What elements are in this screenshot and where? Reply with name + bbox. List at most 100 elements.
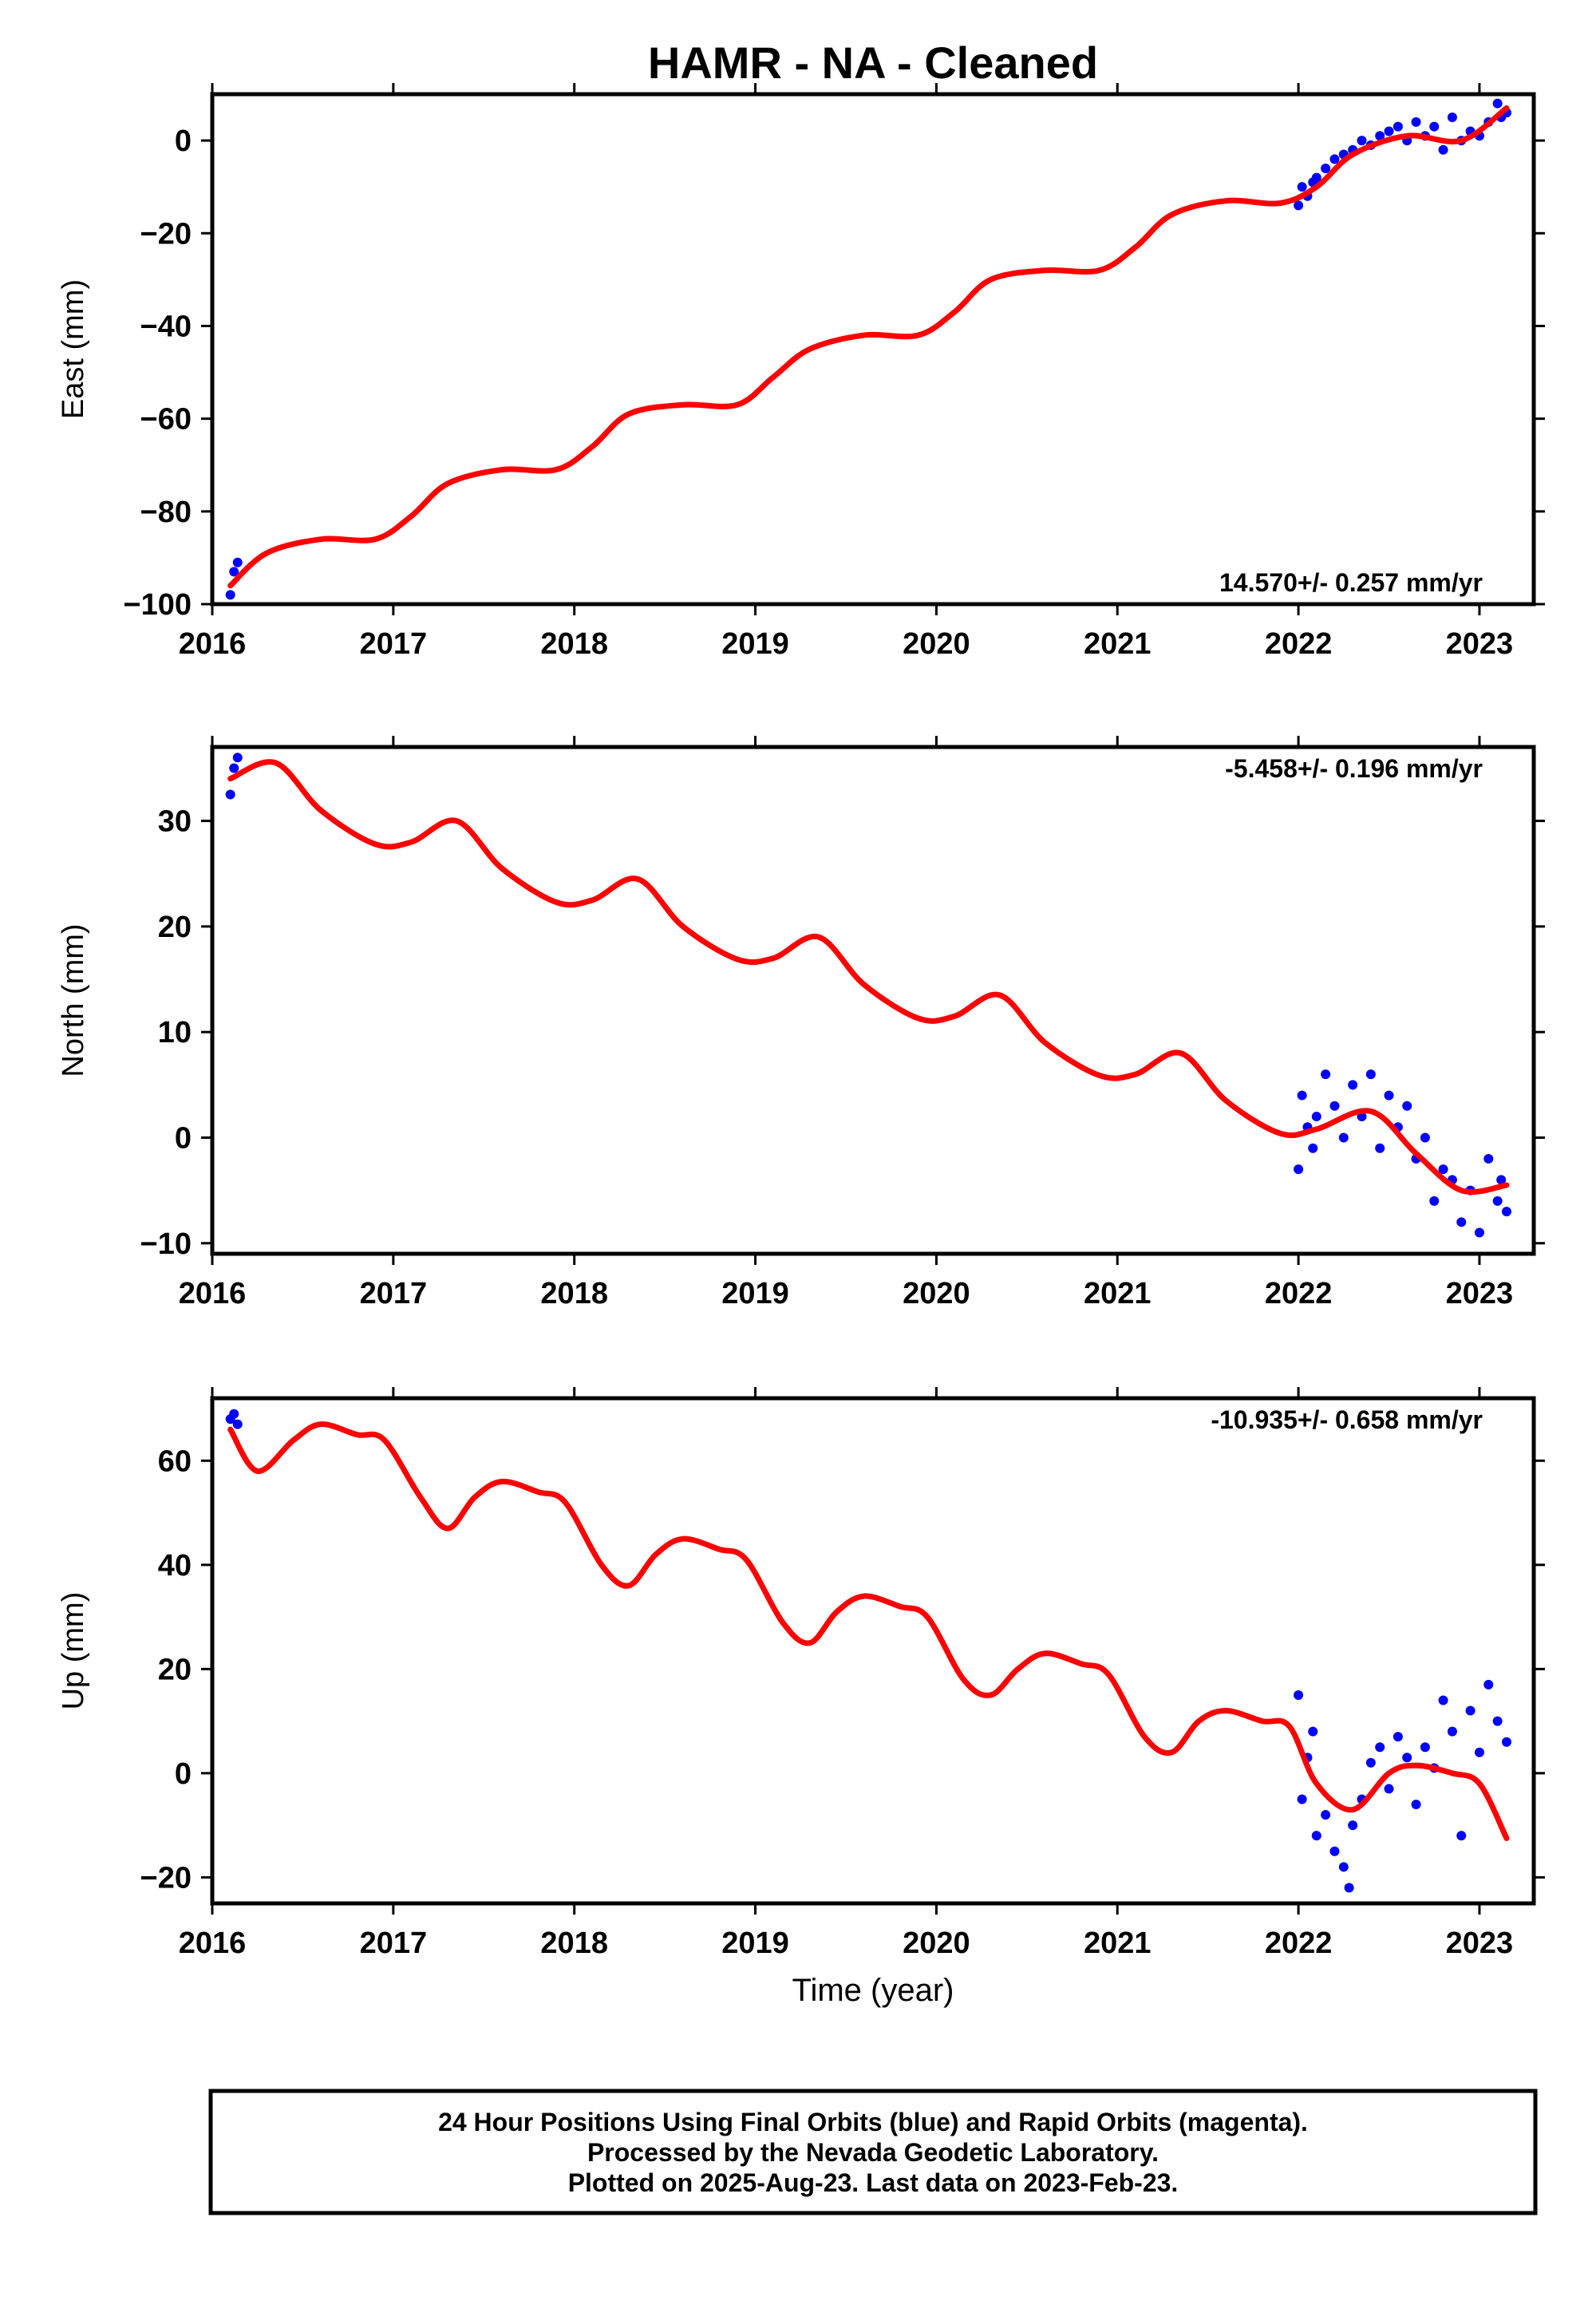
x-tick-label: 2018: [540, 627, 608, 661]
data-point: [1411, 1800, 1421, 1810]
data-point: [1321, 1069, 1331, 1080]
data-point: [1438, 1164, 1448, 1175]
data-point: [1447, 113, 1457, 123]
x-tick-label: 2019: [721, 627, 789, 661]
panel-2: 2016 2017 2018 2019 2020 2021 2022 2023 30 20 10 0 −…: [57, 736, 1545, 1310]
data-point: [1297, 182, 1307, 192]
x-tick-label: 2016: [179, 1927, 247, 1960]
data-point: [1294, 1690, 1304, 1700]
x-tick-label: 2021: [1084, 1277, 1152, 1310]
data-point: [1492, 1196, 1503, 1206]
data-point: [232, 753, 243, 763]
data-points: [225, 753, 1511, 1238]
plot-frame: [210, 745, 1536, 1256]
data-point: [1501, 1207, 1511, 1217]
footer-line-1: 24 Hour Positions Using Final Orbits (bl…: [438, 2108, 1308, 2136]
data-point: [1393, 121, 1403, 132]
x-tick-label: 2022: [1265, 627, 1333, 661]
plot-frame: [210, 92, 1536, 607]
data-point: [1411, 117, 1421, 127]
data-point: [1375, 1143, 1385, 1153]
data-point: [1492, 98, 1503, 109]
data-point: [1297, 1090, 1307, 1101]
panel-1: 2016 2017 2018 2019 2020 2021 2022 2023 0 −20 −40 −…: [57, 83, 1545, 661]
data-point: [232, 557, 243, 567]
rate-annotation: -10.935+/- 0.658 mm/yr: [1211, 1405, 1483, 1434]
x-axis-label: Time (year): [792, 1973, 954, 2008]
y-tick-label: 60: [158, 1445, 192, 1478]
panel-3: 2016 2017 2018 2019 2020 2021 2022 2023 60 40 20 0 −…: [57, 1387, 1545, 1960]
data-point: [1329, 154, 1340, 164]
y-axis-label: Up (mm): [57, 1592, 90, 1710]
x-tick-label: 2017: [360, 1277, 428, 1310]
x-tick-label: 2020: [903, 627, 970, 661]
data-point: [1338, 1132, 1349, 1143]
model-line: [227, 105, 1510, 589]
data-point: [1338, 1862, 1349, 1872]
data-point: [225, 789, 235, 800]
y-tick-label: −40: [140, 310, 192, 343]
data-point: [1456, 1217, 1467, 1227]
y-tick-label: −60: [140, 403, 192, 437]
data-point: [1483, 1153, 1494, 1164]
data-point: [1501, 1737, 1511, 1747]
y-tick-label: 20: [158, 911, 192, 944]
model-line: [227, 759, 1510, 1196]
y-tick-label: 0: [175, 1757, 192, 1791]
data-point: [1311, 1831, 1321, 1841]
x-tick-label: 2020: [903, 1277, 970, 1310]
x-tick-label: 2022: [1265, 1277, 1333, 1310]
x-tick-label: 2019: [721, 1277, 789, 1310]
data-point: [1438, 1695, 1448, 1705]
data-point: [1321, 1810, 1331, 1820]
data-point: [1348, 1080, 1358, 1090]
data-point: [1365, 1069, 1376, 1080]
y-tick-label: −20: [140, 217, 192, 251]
data-point: [1321, 163, 1331, 173]
y-tick-label: 10: [158, 1016, 192, 1049]
data-point: [1357, 136, 1367, 146]
footer-box: 24 Hour Positions Using Final Orbits (bl…: [208, 2089, 1538, 2215]
data-point: [1402, 1753, 1412, 1763]
y-tick-label: −20: [140, 1861, 192, 1895]
data-point: [229, 763, 239, 773]
data-points: [225, 98, 1511, 600]
data-point: [1311, 1112, 1321, 1122]
data-point: [1384, 1784, 1394, 1794]
x-tick-label: 2023: [1446, 1927, 1514, 1960]
data-point: [1393, 1732, 1403, 1742]
data-point: [1348, 1820, 1358, 1831]
y-tick-label: −80: [140, 496, 192, 529]
data-point: [1420, 1132, 1430, 1143]
y-tick-label: 20: [158, 1653, 192, 1686]
data-point: [1329, 1846, 1340, 1856]
figure-title: HAMR - NA - Cleaned: [648, 38, 1098, 88]
x-tick-label: 2016: [179, 627, 247, 661]
data-point: [1429, 1196, 1440, 1206]
data-point: [1438, 144, 1448, 155]
x-tick-label: 2021: [1084, 1927, 1152, 1960]
x-tick-label: 2022: [1265, 1927, 1333, 1960]
y-tick-label: 30: [158, 805, 192, 839]
x-tick-label: 2019: [721, 1927, 789, 1960]
plot-frame: [210, 1396, 1536, 1906]
data-point: [1384, 1090, 1394, 1101]
data-point: [229, 1409, 239, 1419]
y-tick-label: 0: [175, 1121, 192, 1155]
data-point: [1474, 1227, 1484, 1238]
x-tick-label: 2020: [903, 1927, 970, 1960]
x-tick-label: 2023: [1446, 627, 1514, 661]
y-tick-label: −10: [140, 1227, 192, 1261]
data-point: [1365, 1757, 1376, 1768]
data-point: [1294, 200, 1304, 211]
model-line: [227, 1421, 1510, 1841]
data-point: [1375, 131, 1385, 141]
x-tick-label: 2017: [360, 627, 428, 661]
data-point: [1329, 1101, 1340, 1111]
data-point: [1344, 1883, 1354, 1893]
x-tick-label: 2021: [1084, 627, 1152, 661]
data-point: [1294, 1164, 1304, 1175]
x-tick-label: 2017: [360, 1927, 428, 1960]
data-point: [1308, 1726, 1318, 1737]
